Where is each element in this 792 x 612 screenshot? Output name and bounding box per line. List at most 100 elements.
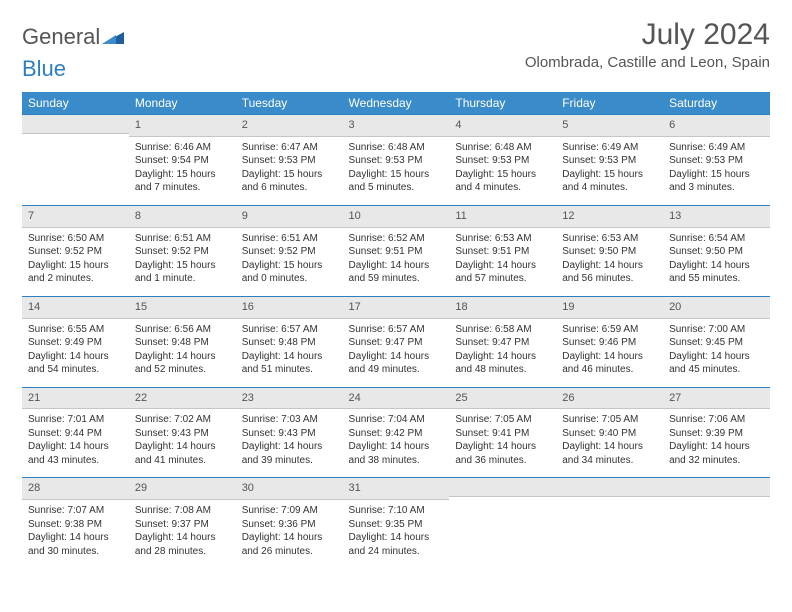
logo-triangle-icon — [102, 24, 124, 50]
sunset: Sunset: 9:47 PM — [455, 336, 550, 350]
sunset: Sunset: 9:43 PM — [242, 427, 337, 441]
daylight: Daylight: 14 hours and 43 minutes. — [28, 440, 123, 467]
dayname-friday: Friday — [556, 92, 663, 114]
sunrise: Sunrise: 7:07 AM — [28, 504, 123, 518]
location: Olombrada, Castille and Leon, Spain — [525, 54, 770, 71]
day-cell: 17Sunrise: 6:57 AMSunset: 9:47 PMDayligh… — [343, 296, 450, 387]
sunrise: Sunrise: 6:50 AM — [28, 232, 123, 246]
sunset: Sunset: 9:40 PM — [562, 427, 657, 441]
day-number: 2 — [236, 114, 343, 137]
day-details: Sunrise: 6:54 AMSunset: 9:50 PMDaylight:… — [663, 228, 770, 296]
daylight: Daylight: 14 hours and 48 minutes. — [455, 350, 550, 377]
day-details: Sunrise: 6:48 AMSunset: 9:53 PMDaylight:… — [343, 137, 450, 205]
day-details: Sunrise: 6:47 AMSunset: 9:53 PMDaylight:… — [236, 137, 343, 205]
day-cell: 9Sunrise: 6:51 AMSunset: 9:52 PMDaylight… — [236, 205, 343, 296]
day-details: Sunrise: 7:03 AMSunset: 9:43 PMDaylight:… — [236, 409, 343, 477]
day-number: 3 — [343, 114, 450, 137]
week-row: 1Sunrise: 6:46 AMSunset: 9:54 PMDaylight… — [22, 114, 770, 205]
sunrise: Sunrise: 7:00 AM — [669, 323, 764, 337]
day-details: Sunrise: 7:05 AMSunset: 9:41 PMDaylight:… — [449, 409, 556, 477]
day-cell: 15Sunrise: 6:56 AMSunset: 9:48 PMDayligh… — [129, 296, 236, 387]
day-number: 18 — [449, 296, 556, 319]
sunset: Sunset: 9:51 PM — [349, 245, 444, 259]
sunset: Sunset: 9:53 PM — [669, 154, 764, 168]
day-cell: 23Sunrise: 7:03 AMSunset: 9:43 PMDayligh… — [236, 387, 343, 478]
day-number: 23 — [236, 387, 343, 410]
day-details: Sunrise: 7:08 AMSunset: 9:37 PMDaylight:… — [129, 500, 236, 568]
daylight: Daylight: 15 hours and 5 minutes. — [349, 168, 444, 195]
day-cell — [663, 477, 770, 568]
day-cell: 27Sunrise: 7:06 AMSunset: 9:39 PMDayligh… — [663, 387, 770, 478]
week-row: 14Sunrise: 6:55 AMSunset: 9:49 PMDayligh… — [22, 296, 770, 387]
day-details: Sunrise: 7:10 AMSunset: 9:35 PMDaylight:… — [343, 500, 450, 568]
day-number: 19 — [556, 296, 663, 319]
dayname-tuesday: Tuesday — [236, 92, 343, 114]
daylight: Daylight: 15 hours and 7 minutes. — [135, 168, 230, 195]
day-cell: 7Sunrise: 6:50 AMSunset: 9:52 PMDaylight… — [22, 205, 129, 296]
day-body-empty — [22, 134, 129, 196]
day-cell: 5Sunrise: 6:49 AMSunset: 9:53 PMDaylight… — [556, 114, 663, 205]
sunrise: Sunrise: 6:51 AM — [135, 232, 230, 246]
sunset: Sunset: 9:46 PM — [562, 336, 657, 350]
sunset: Sunset: 9:42 PM — [349, 427, 444, 441]
sunset: Sunset: 9:52 PM — [242, 245, 337, 259]
daylight: Daylight: 14 hours and 52 minutes. — [135, 350, 230, 377]
day-cell: 11Sunrise: 6:53 AMSunset: 9:51 PMDayligh… — [449, 205, 556, 296]
logo-word2: Blue — [22, 56, 66, 81]
day-cell: 16Sunrise: 6:57 AMSunset: 9:48 PMDayligh… — [236, 296, 343, 387]
day-number: 10 — [343, 205, 450, 228]
day-cell: 28Sunrise: 7:07 AMSunset: 9:38 PMDayligh… — [22, 477, 129, 568]
daylight: Daylight: 14 hours and 39 minutes. — [242, 440, 337, 467]
sunrise: Sunrise: 7:09 AM — [242, 504, 337, 518]
day-number: 24 — [343, 387, 450, 410]
day-cell: 19Sunrise: 6:59 AMSunset: 9:46 PMDayligh… — [556, 296, 663, 387]
day-details: Sunrise: 7:00 AMSunset: 9:45 PMDaylight:… — [663, 319, 770, 387]
logo: General Blue — [22, 24, 124, 82]
day-cell: 13Sunrise: 6:54 AMSunset: 9:50 PMDayligh… — [663, 205, 770, 296]
sunrise: Sunrise: 6:55 AM — [28, 323, 123, 337]
sunrise: Sunrise: 6:53 AM — [455, 232, 550, 246]
day-number: 31 — [343, 477, 450, 500]
sunset: Sunset: 9:47 PM — [349, 336, 444, 350]
day-number: 30 — [236, 477, 343, 500]
day-number: 21 — [22, 387, 129, 410]
day-cell: 2Sunrise: 6:47 AMSunset: 9:53 PMDaylight… — [236, 114, 343, 205]
day-cell: 26Sunrise: 7:05 AMSunset: 9:40 PMDayligh… — [556, 387, 663, 478]
daylight: Daylight: 15 hours and 2 minutes. — [28, 259, 123, 286]
daylight: Daylight: 14 hours and 54 minutes. — [28, 350, 123, 377]
day-details: Sunrise: 7:06 AMSunset: 9:39 PMDaylight:… — [663, 409, 770, 477]
daylight: Daylight: 14 hours and 55 minutes. — [669, 259, 764, 286]
daylight: Daylight: 14 hours and 32 minutes. — [669, 440, 764, 467]
daylight: Daylight: 14 hours and 38 minutes. — [349, 440, 444, 467]
sunset: Sunset: 9:36 PM — [242, 518, 337, 532]
day-head-empty — [22, 114, 129, 134]
dayname-sunday: Sunday — [22, 92, 129, 114]
sunset: Sunset: 9:48 PM — [242, 336, 337, 350]
dayname-saturday: Saturday — [663, 92, 770, 114]
day-number: 4 — [449, 114, 556, 137]
day-number: 13 — [663, 205, 770, 228]
daylight: Daylight: 14 hours and 46 minutes. — [562, 350, 657, 377]
day-head-empty — [556, 477, 663, 497]
day-cell: 31Sunrise: 7:10 AMSunset: 9:35 PMDayligh… — [343, 477, 450, 568]
day-details: Sunrise: 7:02 AMSunset: 9:43 PMDaylight:… — [129, 409, 236, 477]
day-details: Sunrise: 6:53 AMSunset: 9:50 PMDaylight:… — [556, 228, 663, 296]
dayname-wednesday: Wednesday — [343, 92, 450, 114]
sunset: Sunset: 9:54 PM — [135, 154, 230, 168]
sunrise: Sunrise: 6:46 AM — [135, 141, 230, 155]
sunrise: Sunrise: 6:48 AM — [455, 141, 550, 155]
day-cell: 20Sunrise: 7:00 AMSunset: 9:45 PMDayligh… — [663, 296, 770, 387]
sunrise: Sunrise: 7:10 AM — [349, 504, 444, 518]
day-number: 7 — [22, 205, 129, 228]
day-body-empty — [663, 497, 770, 559]
daylight: Daylight: 14 hours and 41 minutes. — [135, 440, 230, 467]
daylight: Daylight: 14 hours and 45 minutes. — [669, 350, 764, 377]
day-details: Sunrise: 6:55 AMSunset: 9:49 PMDaylight:… — [22, 319, 129, 387]
day-details: Sunrise: 6:50 AMSunset: 9:52 PMDaylight:… — [22, 228, 129, 296]
sunrise: Sunrise: 7:05 AM — [455, 413, 550, 427]
day-cell: 21Sunrise: 7:01 AMSunset: 9:44 PMDayligh… — [22, 387, 129, 478]
day-details: Sunrise: 6:57 AMSunset: 9:47 PMDaylight:… — [343, 319, 450, 387]
day-details: Sunrise: 6:49 AMSunset: 9:53 PMDaylight:… — [556, 137, 663, 205]
day-cell — [22, 114, 129, 205]
day-cell: 10Sunrise: 6:52 AMSunset: 9:51 PMDayligh… — [343, 205, 450, 296]
